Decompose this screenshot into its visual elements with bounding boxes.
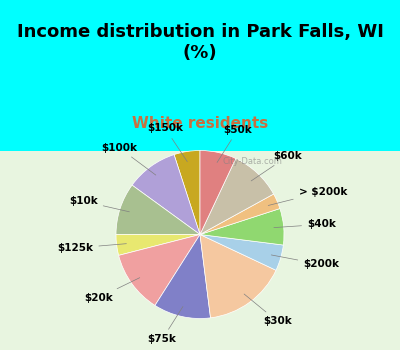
Text: $100k: $100k: [101, 142, 156, 175]
Text: $125k: $125k: [57, 243, 126, 253]
Text: $30k: $30k: [244, 294, 292, 327]
Text: > $200k: > $200k: [268, 187, 347, 205]
Wedge shape: [116, 185, 200, 234]
Wedge shape: [174, 150, 200, 234]
Text: $10k: $10k: [69, 196, 129, 212]
Wedge shape: [155, 234, 210, 318]
Wedge shape: [200, 209, 284, 245]
Wedge shape: [119, 234, 200, 306]
Wedge shape: [200, 159, 274, 234]
Text: $60k: $60k: [251, 151, 302, 181]
Text: $200k: $200k: [271, 255, 339, 270]
Wedge shape: [200, 194, 280, 234]
Text: White residents: White residents: [132, 116, 268, 131]
Text: City-Data.com: City-Data.com: [222, 156, 282, 166]
Text: $20k: $20k: [84, 278, 140, 303]
Text: $50k: $50k: [217, 125, 252, 162]
Text: Income distribution in Park Falls, WI
(%): Income distribution in Park Falls, WI (%…: [16, 23, 384, 62]
Wedge shape: [116, 234, 200, 255]
Wedge shape: [200, 234, 283, 270]
Text: $40k: $40k: [274, 219, 336, 229]
Wedge shape: [132, 155, 200, 234]
Wedge shape: [200, 234, 276, 318]
Text: $150k: $150k: [147, 123, 187, 162]
Text: $75k: $75k: [148, 307, 183, 344]
Wedge shape: [200, 150, 236, 234]
